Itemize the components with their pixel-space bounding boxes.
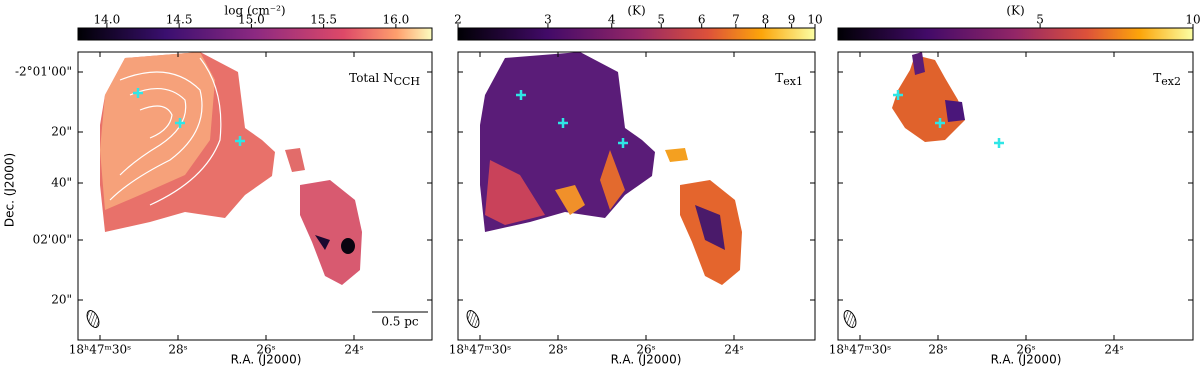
panel-label-sub: CCH	[394, 75, 420, 88]
colorbar	[457, 27, 816, 41]
y-tick-label: 02'00"	[33, 233, 72, 247]
colorbar-tick-label: 16.0	[383, 13, 410, 27]
map-ncch	[86, 52, 428, 328]
colorbar-label: log (cm⁻²)	[224, 4, 285, 18]
colorbar-tick-label: 3	[544, 13, 552, 27]
colorbar-label: (K)	[627, 4, 645, 18]
x-tick-label: 26ˢ	[256, 343, 275, 357]
colorbar-tick-label: 10	[807, 13, 822, 27]
colorbar-label: (K)	[1006, 4, 1024, 18]
x-tick-label: 28ˢ	[928, 343, 947, 357]
colorbar-tick-label: 5	[657, 13, 665, 27]
panel-label: Tex2	[1153, 71, 1181, 89]
y-tick-label: 20"	[51, 293, 72, 307]
panel-label-main: T	[1153, 71, 1161, 85]
colorbar-tick-label: 4	[608, 13, 616, 27]
panel-label-main: T	[775, 71, 783, 85]
colorbar-tick-label: 6	[698, 13, 706, 27]
x-axis-label: R.A. (J2000)	[991, 353, 1062, 367]
x-tick-label: 24ˢ	[1104, 343, 1123, 357]
x-tick-label: 26ˢ	[1016, 343, 1035, 357]
panel-label: Total NCCH	[349, 71, 420, 89]
map-frame	[77, 51, 433, 341]
panel-label-sub: ex2	[1161, 75, 1181, 88]
x-tick-label: 28ˢ	[168, 343, 187, 357]
colorbar-tick-label: 8	[762, 13, 770, 27]
x-tick-label: 24ˢ	[344, 343, 363, 357]
x-axis-label: R.A. (J2000)	[231, 353, 302, 367]
colorbar-tick-label: 9	[788, 13, 796, 27]
x-tick-label: 26ˢ	[636, 343, 655, 357]
panel-label-sub: ex1	[783, 75, 803, 88]
colorbar-tick-label: 14.5	[166, 13, 193, 27]
x-tick-label: 18ʰ47ᵐ30ˢ	[69, 343, 131, 357]
colorbar	[837, 27, 1194, 41]
map-tex1	[466, 52, 742, 328]
y-axis-label: Dec. (J2000)	[3, 153, 17, 227]
y-tick-label: 40"	[51, 176, 72, 190]
colorbar-tick-label: 10	[1185, 13, 1200, 27]
colorbar-tick-label: 15.0	[238, 13, 265, 27]
map-tex2	[843, 52, 1004, 328]
x-tick-label: 28ˢ	[548, 343, 567, 357]
colorbar	[77, 27, 433, 41]
colorbar-tick-label: 2	[454, 13, 462, 27]
colorbar-tick-label: 7	[732, 13, 740, 27]
x-axis-label: R.A. (J2000)	[611, 353, 682, 367]
map-frame	[457, 51, 816, 341]
colorbar-tick-label: 5	[1036, 13, 1044, 27]
scalebar-label: 0.5 pc	[381, 315, 419, 329]
panel-label: Tex1	[775, 71, 803, 89]
map-frame	[837, 51, 1194, 341]
colorbar-tick-label: 15.5	[310, 13, 337, 27]
panel-label-main: Total N	[349, 71, 393, 85]
colorbar-tick-label: 14.0	[94, 13, 121, 27]
x-tick-label: 18ʰ47ᵐ30ˢ	[449, 343, 511, 357]
x-tick-label: 18ʰ47ᵐ30ˢ	[829, 343, 891, 357]
y-tick-label: -2°01'00"	[15, 65, 72, 79]
y-tick-label: 20"	[51, 125, 72, 139]
x-tick-label: 24ˢ	[724, 343, 743, 357]
